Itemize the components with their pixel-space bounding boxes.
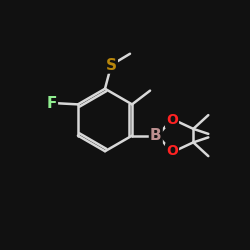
Text: S: S bbox=[106, 58, 117, 72]
Text: F: F bbox=[46, 96, 57, 110]
Text: O: O bbox=[166, 144, 178, 158]
Text: B: B bbox=[150, 128, 162, 143]
Text: O: O bbox=[166, 113, 178, 127]
